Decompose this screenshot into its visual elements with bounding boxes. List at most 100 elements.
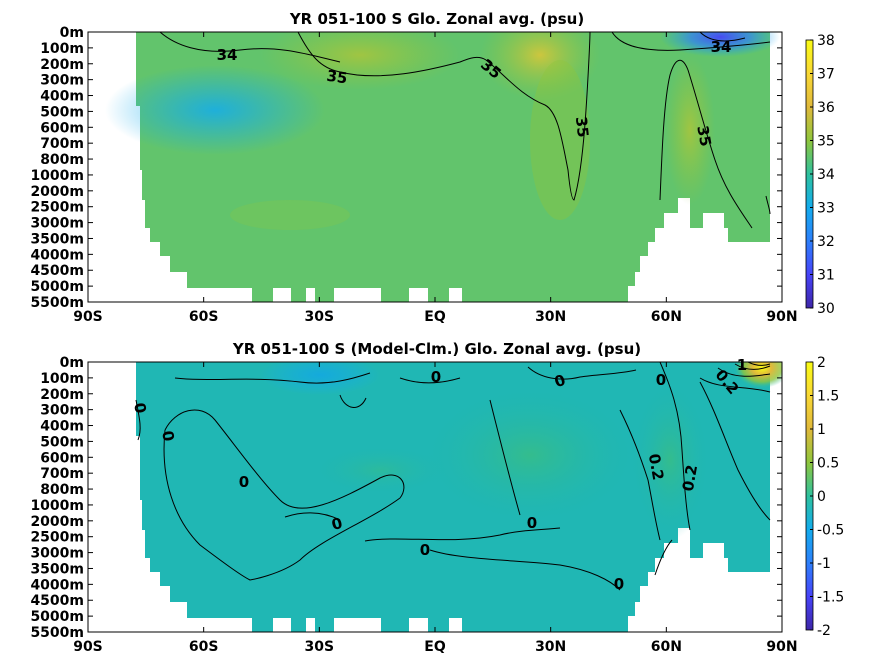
panel-bottom-y-tick-label: 100m: [40, 371, 84, 387]
panel-top-colorbar-tick-label: 34: [817, 167, 835, 183]
panel-bottom-contour: [717, 367, 771, 377]
panel-top-clabel: 35: [572, 116, 592, 139]
panel-top-y-tick-label: 200m: [40, 57, 84, 73]
panel-bottom-clabel: 0: [614, 575, 624, 593]
panel-bottom-contour: [174, 372, 371, 384]
panel-top-salty-south: [260, 32, 460, 90]
panel-top-y-tick-label: 2500m: [30, 200, 84, 216]
panel-top-colorbar-tick-label: 37: [817, 67, 835, 83]
panel-top-contour-35-small: [765, 195, 771, 215]
panel-top-deep-salty: [230, 200, 350, 230]
panel-top-contour-34-arctic: [699, 32, 746, 42]
panel-top-contour-35-north: [659, 60, 753, 229]
panel-bottom-x-tick-label: 90S: [73, 639, 103, 655]
panel-bottom-clabel: 0: [330, 514, 345, 534]
panel-bottom-contour: [747, 362, 771, 366]
panel-bottom-colorbar-ticks: -2 -1.5 -1 -0.5 0 0.5 1 1.5 2: [810, 355, 844, 639]
panel-top-y-tick-label: 500m: [40, 104, 84, 120]
panel-top-colorbar-tick-label: 32: [817, 234, 835, 250]
panel-bottom-contour: [135, 399, 141, 441]
panel-bottom-contour: [284, 512, 341, 521]
panel-top-y-tick-label: 700m: [40, 136, 84, 152]
panel-top-y-tick-label: 0m: [60, 25, 84, 41]
panel-bottom-x-tick-label: 30S: [305, 639, 335, 655]
panel-top-x-tick-label: 60S: [189, 309, 219, 325]
panel-top-y-tick-label: 1000m: [30, 168, 84, 184]
panel-top-salty-tongue: [530, 60, 590, 220]
panel-top-colorbar-tick-label: 30: [817, 301, 835, 317]
panel-top-fresh-arctic: [660, 32, 780, 57]
panel-top-colorbar-tick-label: 33: [817, 201, 835, 217]
panel-bottom-contour: [339, 394, 367, 408]
panel-bottom-y-tick-label: 5000m: [30, 609, 84, 625]
panel-bottom-negative-south: [260, 362, 380, 395]
panel-bottom-clabel: 0: [130, 401, 150, 414]
panel-top-y-tick-label: 300m: [40, 73, 84, 89]
panel-bottom-y-tick-label: 600m: [40, 450, 84, 466]
panel-bottom-title: YR 051-100 S (Model-Clm.) Glo. Zonal avg…: [232, 340, 641, 358]
panel-top-x-tick-label: 30N: [535, 309, 566, 325]
panel-bottom-colorbar-tick-label: 0: [817, 489, 826, 505]
panel-top-x-ticks: 90S 60S 30S EQ 30N 60N 90N: [73, 32, 798, 325]
panel-bottom-contour: [619, 409, 661, 541]
panel-bottom-y-tick-label: 3000m: [30, 546, 84, 562]
panel-bottom-contour: [399, 377, 461, 384]
panel-bottom-contour: [429, 549, 621, 591]
panel-top-colorbar-tick-label: 31: [817, 268, 835, 284]
panel-bottom-y-tick-label: 4500m: [30, 593, 84, 609]
panel-bottom-contour: [489, 399, 521, 516]
panel-top-y-tick-label: 800m: [40, 152, 84, 168]
panel-bottom-colorbar-tick-label: -0.5: [817, 523, 844, 539]
panel-top-salty-north: [480, 32, 600, 100]
panel-bottom-clabel: 0: [420, 541, 430, 559]
panel-top-x-tick-label: EQ: [424, 309, 446, 325]
panel-bottom-x-tick-label: 60S: [189, 639, 219, 655]
panel-bottom-clabel: 0: [656, 371, 666, 389]
panel-bottom-x-tick-label: 90N: [766, 639, 797, 655]
panel-top-clabel: 35: [325, 67, 348, 88]
panel-bottom-field: [135, 362, 782, 632]
panel-bottom-contour: [364, 527, 561, 542]
panel-bottom-x-tick-label: 60N: [651, 639, 682, 655]
panel-bottom-y-tick-label: 1000m: [30, 498, 84, 514]
panel-top-salty-subpolar: [665, 55, 715, 205]
panel-bottom-contour: [527, 366, 637, 380]
panel-top-x-tick-label: 90S: [73, 309, 103, 325]
panel-top-y-tick-label: 3000m: [30, 216, 84, 232]
panel-bottom-contour: [734, 363, 771, 370]
panel-bottom-colorbar-tick-label: -2: [817, 623, 831, 639]
panel-top-clabel: 35: [693, 124, 714, 148]
panel-bottom-colorbar-tick-label: 1.5: [817, 389, 839, 405]
panel-bottom-y-tick-label: 700m: [40, 466, 84, 482]
panel-bottom-positive-mid: [310, 445, 450, 495]
panel-bottom-y-tick-label: 0m: [60, 355, 84, 371]
panel-bottom-positive-north: [420, 385, 640, 525]
panel-top-contour-34-north: [611, 32, 771, 51]
panel-top-field: [105, 32, 780, 302]
panel-top-y-tick-label: 100m: [40, 41, 84, 57]
panel-top-x-tick-label: 30S: [305, 309, 335, 325]
panel-top-colorbar-tick-label: 35: [817, 134, 835, 150]
panel-bottom-y-tick-label: 3500m: [30, 561, 84, 577]
panel-bottom-contour: [699, 377, 771, 393]
panel-bottom-colorbar-tick-label: 2: [817, 355, 826, 371]
panel-top-contour-35: [297, 32, 591, 201]
panel-bottom-clabel: 0: [158, 429, 178, 442]
panel-top-colorbar-ticks: 30 31 32 33 34 35 36 37 38: [810, 33, 835, 317]
panel-top-y-tick-label: 5000m: [30, 279, 84, 295]
panel-top-contour-34-south: [159, 32, 341, 63]
panel-top-colorbar-tick-label: 38: [817, 33, 835, 49]
panel-bottom-y-tick-label: 4000m: [30, 577, 84, 593]
panel-bottom-y-tick-label: 800m: [40, 482, 84, 498]
panel-bottom-positive-subpolar: [630, 380, 710, 540]
panel-top-y-tick-label: 4500m: [30, 263, 84, 279]
panel-top-y-tick-label: 4000m: [30, 247, 84, 263]
panel-bottom-contour: [699, 381, 771, 521]
panel-bottom-colorbar-tick-label: -1.5: [817, 590, 844, 606]
panel-bottom-clabel: 1: [737, 356, 747, 374]
panel-top: YR 051-100 S Glo. Zonal avg. (psu) 34 34…: [30, 10, 834, 325]
panel-bottom-y-ticks: 0m100m200m300m400m500m600m700m800m1000m2…: [30, 355, 782, 641]
panel-bottom-contour: [163, 409, 405, 581]
panel-bottom-x-tick-label: EQ: [424, 639, 446, 655]
